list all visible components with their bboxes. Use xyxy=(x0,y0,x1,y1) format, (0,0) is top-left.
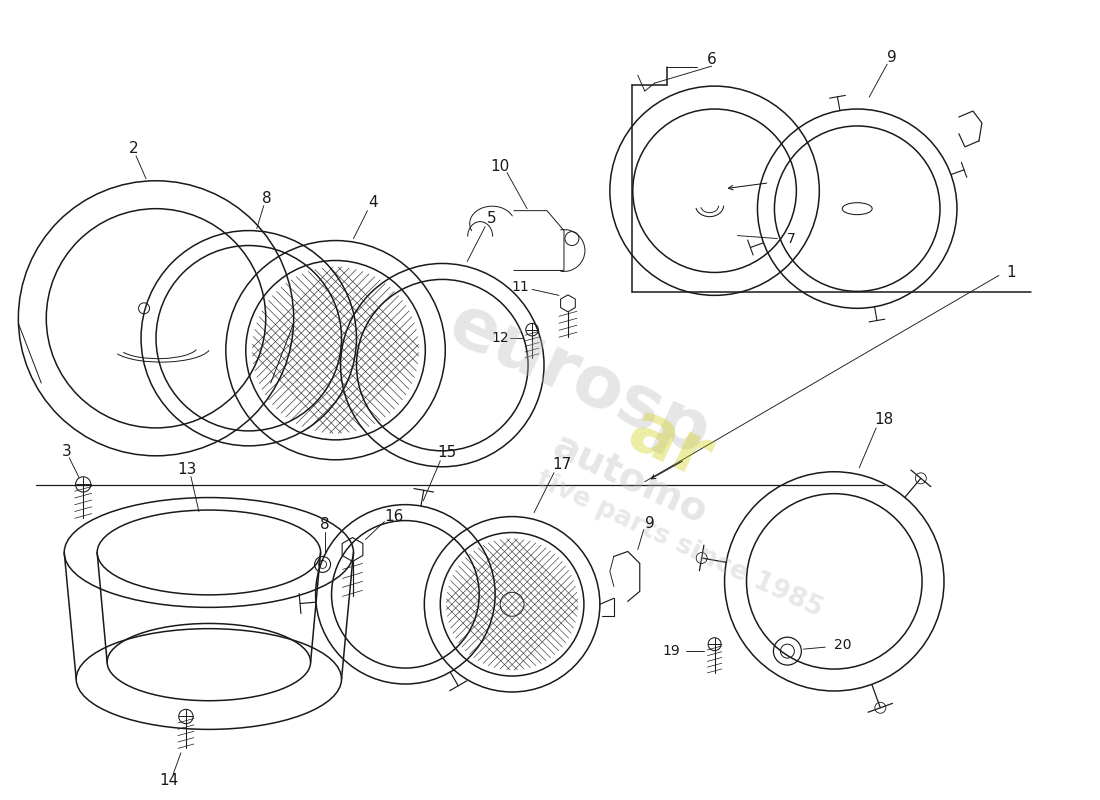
Text: tive parts since 1985: tive parts since 1985 xyxy=(532,466,827,622)
Text: 4: 4 xyxy=(368,195,378,210)
Text: 15: 15 xyxy=(438,446,456,460)
Text: 2: 2 xyxy=(129,142,139,156)
Text: 14: 14 xyxy=(160,773,178,788)
Text: 6: 6 xyxy=(706,52,716,66)
Text: 16: 16 xyxy=(385,509,404,524)
Text: 8: 8 xyxy=(320,517,329,532)
Text: eurosp: eurosp xyxy=(438,290,722,470)
Text: 20: 20 xyxy=(834,638,851,652)
Text: 1: 1 xyxy=(1006,265,1015,280)
Text: 17: 17 xyxy=(552,458,572,472)
Text: 7: 7 xyxy=(786,231,795,246)
Text: 8: 8 xyxy=(262,191,272,206)
Text: 10: 10 xyxy=(491,159,509,174)
Text: 18: 18 xyxy=(874,413,894,427)
Text: automo: automo xyxy=(547,427,713,532)
Text: 9: 9 xyxy=(645,516,654,531)
Text: 3: 3 xyxy=(62,444,72,459)
Text: 5: 5 xyxy=(487,211,497,226)
Text: 9: 9 xyxy=(888,50,896,65)
Text: 12: 12 xyxy=(492,331,509,346)
Text: 19: 19 xyxy=(663,644,681,658)
Text: 13: 13 xyxy=(177,462,197,477)
Text: 11: 11 xyxy=(512,280,529,294)
Text: ar: ar xyxy=(617,396,723,494)
